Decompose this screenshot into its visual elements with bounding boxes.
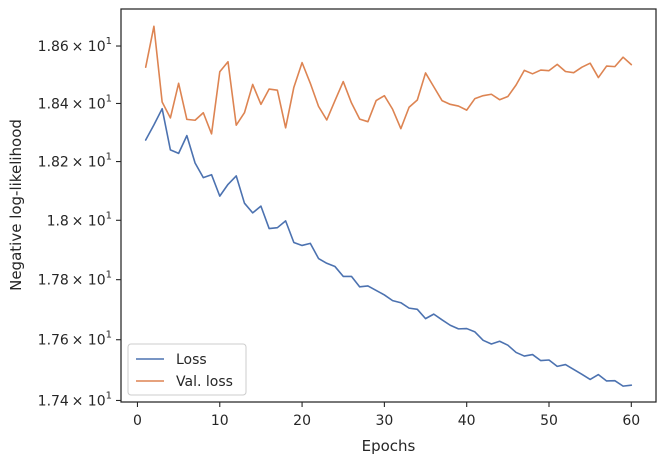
x-tick-label: 60 [622, 413, 640, 429]
legend-label-loss: Loss [176, 352, 207, 368]
y-axis-label: Negative log-likelihood [7, 119, 25, 291]
y-tick-label: 1.74 × 101 [38, 390, 112, 409]
y-tick-label: 1.82 × 101 [38, 152, 112, 171]
y-tick-label: 1.84 × 101 [38, 93, 112, 112]
legend: Loss Val. loss [127, 343, 247, 396]
y-tick-label: 1.78 × 101 [38, 270, 112, 289]
legend-box [127, 343, 247, 396]
x-tick-label: 30 [375, 413, 393, 429]
y-tick-label: 1.76 × 101 [38, 330, 112, 349]
lines-layer [144, 25, 633, 387]
x-tick-label: 20 [293, 413, 311, 429]
x-tick-label: 10 [211, 413, 229, 429]
series-line-val-loss [144, 25, 633, 135]
plot-frame [120, 8, 657, 403]
x-tick-label: 40 [458, 413, 476, 429]
y-tick-label: 1.86 × 101 [38, 36, 112, 55]
series-line-loss [144, 107, 633, 387]
ticks-layer: 0 10 20 30 40 50 60 1.74 × 101 1.76 × 101 1.78 × … [38, 36, 641, 429]
legend-label-val-loss: Val. loss [176, 374, 233, 390]
x-tick-label: 0 [133, 413, 142, 429]
x-axis-label: Epochs [362, 437, 416, 455]
y-tick-label: 1.8 × 101 [47, 210, 112, 229]
x-tick-label: 50 [540, 413, 558, 429]
